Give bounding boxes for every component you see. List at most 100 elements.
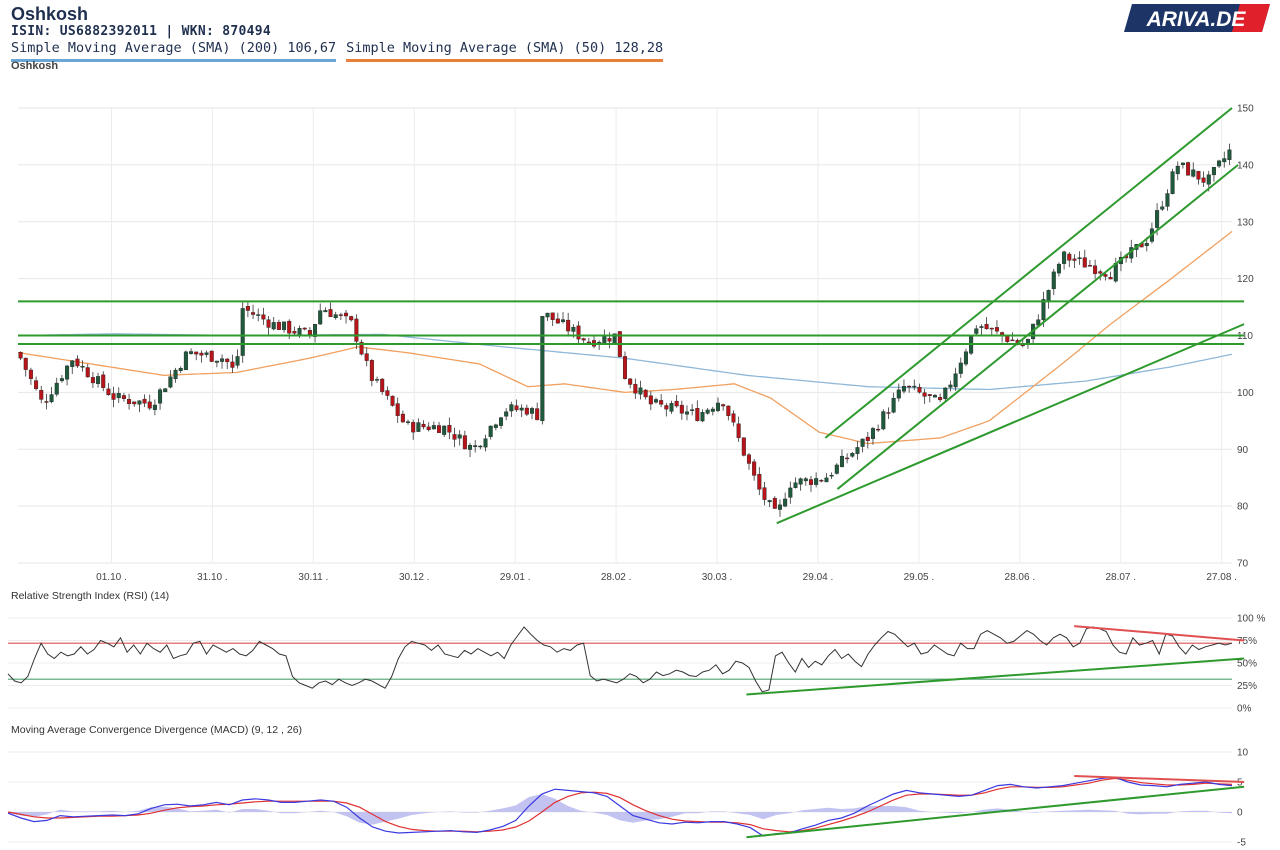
candle-down xyxy=(266,319,271,328)
candle-down xyxy=(1108,277,1113,280)
x-tick-label: 29.04 . xyxy=(803,572,834,583)
candle-down xyxy=(349,316,354,321)
candle-down xyxy=(426,426,431,430)
candle-up xyxy=(509,404,514,412)
macd-tick-label: 5 xyxy=(1237,778,1243,789)
candle-up xyxy=(1160,206,1165,210)
candle-down xyxy=(736,423,741,438)
candle-down xyxy=(674,400,679,407)
candle-down xyxy=(369,360,374,381)
candle-up xyxy=(1051,271,1056,290)
candle-up xyxy=(963,351,968,365)
sma50-line xyxy=(17,230,1233,445)
candle-up xyxy=(1041,299,1046,321)
x-tick-label: 27.08 . xyxy=(1206,572,1237,583)
candle-up xyxy=(168,376,173,388)
candle-up xyxy=(333,314,338,319)
candle-up xyxy=(519,407,524,411)
candle-up xyxy=(700,412,705,422)
candle-up xyxy=(777,504,782,510)
candle-up xyxy=(375,379,380,381)
candle-up xyxy=(431,425,436,430)
candle-up xyxy=(1155,210,1160,228)
candle-down xyxy=(550,312,555,320)
candle-up xyxy=(974,328,979,334)
x-tick-label: 30.11 . xyxy=(298,572,328,583)
candle-down xyxy=(643,389,648,398)
candle-down xyxy=(194,351,199,355)
candle-down xyxy=(1201,177,1206,183)
rsi-levels xyxy=(8,642,1232,680)
candle-down xyxy=(989,327,994,330)
candle-down xyxy=(1067,253,1072,261)
candle-up xyxy=(1077,257,1082,259)
candle-up xyxy=(855,447,860,454)
candle-down xyxy=(132,401,137,405)
candle-up xyxy=(943,387,948,399)
candle-up xyxy=(1144,242,1149,247)
candle-up xyxy=(457,434,462,439)
macd-tick-label: 10 xyxy=(1237,748,1249,759)
candle-down xyxy=(106,388,111,395)
candle-up xyxy=(488,425,493,437)
candle-up xyxy=(220,358,225,362)
candle-down xyxy=(75,358,80,367)
x-tick-label: 01.10 . xyxy=(96,572,127,583)
macd-trendlines xyxy=(746,775,1245,839)
logo-accent xyxy=(1232,4,1270,32)
candle-up xyxy=(189,351,194,354)
candle-up xyxy=(932,394,937,398)
candle-down xyxy=(984,324,989,330)
candle-down xyxy=(39,390,44,400)
candle-up xyxy=(214,360,219,363)
trendline xyxy=(776,323,1245,525)
candle-down xyxy=(390,395,395,406)
candle-down xyxy=(514,405,519,411)
candle-down xyxy=(437,425,442,433)
rsi-tick-label: 25% xyxy=(1237,681,1257,692)
candle-up xyxy=(540,316,545,422)
candle-up xyxy=(953,373,958,388)
legend-sma200[interactable]: Simple Moving Average (SMA) (200) 106,67 xyxy=(11,40,337,62)
candle-up xyxy=(545,312,550,318)
candle-up xyxy=(478,445,483,448)
candle-up xyxy=(1056,263,1061,274)
x-tick-label: 29.01 . xyxy=(500,572,531,583)
candle-down xyxy=(566,319,571,332)
candle-up xyxy=(896,389,901,399)
y-tick-label: 110 xyxy=(1237,331,1253,342)
candle-down xyxy=(307,330,312,335)
ariva-logo[interactable]: ARIVA.DE xyxy=(1122,2,1272,34)
candle-up xyxy=(705,409,710,414)
candle-up xyxy=(256,314,261,316)
candle-down xyxy=(576,325,581,340)
candle-down xyxy=(276,322,281,330)
candle-up xyxy=(530,408,535,414)
candle-up xyxy=(901,386,906,392)
candle-up xyxy=(715,402,720,411)
candle-up xyxy=(1165,193,1170,207)
candle-down xyxy=(1098,271,1103,274)
candle-down xyxy=(917,387,922,393)
page-title: Oshkosh xyxy=(11,4,89,24)
candle-down xyxy=(907,385,912,388)
candle-down xyxy=(23,357,28,370)
macd-trendline xyxy=(1074,775,1245,783)
rsi-tick-label: 0% xyxy=(1237,704,1252,715)
candle-up xyxy=(1170,171,1175,194)
candle-up xyxy=(824,477,829,483)
legend-sma50[interactable]: Simple Moving Average (SMA) (50) 128,28 xyxy=(346,40,664,62)
candle-down xyxy=(808,479,813,485)
candle-down xyxy=(938,397,943,401)
candle-down xyxy=(586,341,591,344)
candle-down xyxy=(679,404,684,414)
candle-down xyxy=(462,435,467,450)
candle-up xyxy=(571,326,576,332)
candle-down xyxy=(28,369,33,379)
candle-up xyxy=(183,351,188,371)
candle-down xyxy=(622,356,628,379)
rsi-tick-label: 100 % xyxy=(1237,614,1265,625)
macd-lines xyxy=(7,776,1233,837)
candle-down xyxy=(746,454,751,464)
